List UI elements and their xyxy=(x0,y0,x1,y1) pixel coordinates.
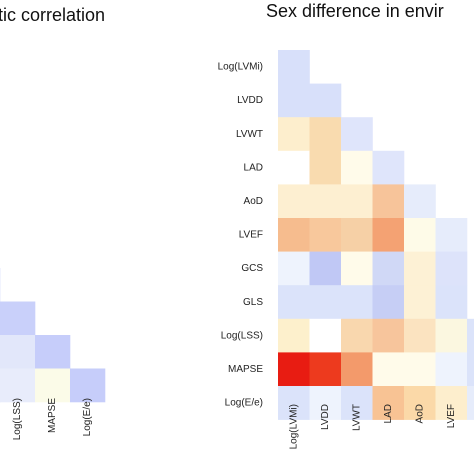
heatmap-cell-1-7-0 xyxy=(278,285,310,320)
heatmap-cell-1-8-0 xyxy=(278,318,310,353)
heatmap-cell-1-5-5 xyxy=(435,218,468,252)
heatmap-cell-1-6-5 xyxy=(435,251,468,286)
heatmap-cell-1-3-3 xyxy=(372,150,405,185)
heatmap-cell-1-7-5 xyxy=(435,285,468,320)
x-tick-label-1-2: LVWT xyxy=(351,404,362,431)
heatmap-cell-0-1-1 xyxy=(0,301,36,336)
heatmap-cell-1-4-1 xyxy=(309,184,342,219)
heatmap-cell-1-1-1 xyxy=(309,83,342,118)
heatmap-cell-1-6-0 xyxy=(278,251,310,286)
heatmap-cell-1-9-6 xyxy=(467,352,474,387)
heatmap-cell-1-10-3 xyxy=(372,386,405,420)
x-tick-label-1-1: LVDD xyxy=(320,404,331,430)
heatmap-cell-1-9-3 xyxy=(372,352,405,387)
heatmap-cell-1-2-1 xyxy=(309,117,342,152)
x-tick-label-0-1: MAPSE xyxy=(47,398,58,433)
heatmap-cell-1-4-3 xyxy=(372,184,405,219)
heatmap-cell-0-2-2 xyxy=(35,335,71,369)
right-y-tick-labels: Log(LVMi) LVDD LVWT LAD AoD LVEF GCS GLS Log(LSS… xyxy=(218,62,264,409)
heatmap-cell-1-6-1 xyxy=(309,251,342,286)
heatmap-cell-1-4-2 xyxy=(341,184,373,219)
heatmap-cell-1-10-4 xyxy=(404,386,436,420)
heatmap-cell-1-3-0 xyxy=(278,150,310,185)
heatmap-cell-1-3-2 xyxy=(341,150,373,185)
y-tick-label-1-2: LVWT xyxy=(236,129,263,140)
x-tick-label-1-3: LAD xyxy=(383,404,394,423)
y-tick-label-1-1: LVDD xyxy=(237,95,263,106)
x-tick-label-0-2: Log(E/e) xyxy=(82,398,93,436)
right-chart-title: Sex difference in envir xyxy=(266,1,444,21)
heatmap-cell-1-10-1 xyxy=(309,386,342,420)
heatmap-cell-1-8-2 xyxy=(341,318,373,353)
x-tick-label-1-0: Log(LVMi) xyxy=(288,404,299,449)
heatmap-cell-1-4-4 xyxy=(404,184,436,219)
heatmap-cell-1-7-3 xyxy=(372,285,405,320)
y-tick-label-1-5: LVEF xyxy=(239,230,263,241)
heatmap-cell-0-3-1 xyxy=(0,368,36,403)
heatmap-cell-1-8-4 xyxy=(404,318,436,353)
heatmap-cell-1-9-1 xyxy=(309,352,342,387)
heatmap-cell-1-9-0 xyxy=(278,352,310,387)
y-tick-label-1-3: LAD xyxy=(244,162,263,173)
heatmap-cell-1-3-1 xyxy=(309,150,342,185)
y-tick-label-1-9: MAPSE xyxy=(228,364,263,375)
x-tick-label-0-0: Log(LSS) xyxy=(12,398,23,440)
heatmap-cell-1-2-0 xyxy=(278,117,310,152)
heatmap-cell-1-2-2 xyxy=(341,117,373,152)
heatmap-cell-1-0-0 xyxy=(278,50,310,84)
left-chart-title: tic correlation xyxy=(0,5,105,25)
left-x-tick-labels: Log(LSS) MAPSE Log(E/e) xyxy=(12,398,93,441)
y-tick-label-1-6: GCS xyxy=(241,263,263,274)
heatmap-cell-1-5-3 xyxy=(372,218,405,252)
heatmap-cell-1-7-1 xyxy=(309,285,342,320)
heatmap-cell-1-6-4 xyxy=(404,251,436,286)
heatmap-cell-1-8-1 xyxy=(309,318,342,353)
heatmap-cell-1-8-5 xyxy=(435,318,468,353)
heatmap-cell-1-5-4 xyxy=(404,218,436,252)
heatmap-cell-1-5-2 xyxy=(341,218,373,252)
heatmap-cell-1-9-5 xyxy=(435,352,468,387)
heatmap-cell-1-7-4 xyxy=(404,285,436,320)
y-tick-label-1-4: AoD xyxy=(244,196,263,207)
heatmap-cell-1-7-2 xyxy=(341,285,373,320)
heatmap-cell-1-10-5 xyxy=(435,386,468,420)
y-tick-label-1-0: Log(LVMi) xyxy=(218,62,263,73)
heatmap-cell-1-9-4 xyxy=(404,352,436,387)
heatmap-cell-0-3-2 xyxy=(35,368,71,403)
y-tick-label-1-10: Log(E/e) xyxy=(225,398,263,409)
left-heatmap-cells xyxy=(0,268,106,403)
right-heatmap-cells xyxy=(278,50,474,420)
right-x-tick-labels: Log(LVMi) LVDD LVWT LAD AoD LVEF xyxy=(288,404,457,449)
heatmap-cell-1-6-3 xyxy=(372,251,405,286)
heatmap-cell-1-10-0 xyxy=(278,386,310,420)
heatmap-cell-1-8-3 xyxy=(372,318,405,353)
heatmap-cell-0-3-3 xyxy=(70,368,106,403)
heatmap-cell-1-8-6 xyxy=(467,318,474,353)
heatmap-cell-1-6-2 xyxy=(341,251,373,286)
heatmap-cell-1-9-2 xyxy=(341,352,373,387)
y-tick-label-1-7: GLS xyxy=(243,297,263,308)
heatmap-cell-1-4-0 xyxy=(278,184,310,219)
heatmap-cell-1-1-0 xyxy=(278,83,310,118)
y-tick-label-1-8: Log(LSS) xyxy=(221,330,263,341)
x-tick-label-1-5: LVEF xyxy=(446,404,457,428)
x-tick-label-1-4: AoD xyxy=(414,404,425,423)
heatmap-cell-1-10-6 xyxy=(467,386,474,420)
heatmap-cell-1-5-1 xyxy=(309,218,342,252)
heatmap-cell-1-5-0 xyxy=(278,218,310,252)
heatmap-cell-0-2-1 xyxy=(0,335,36,369)
heatmap-cell-1-10-2 xyxy=(341,386,373,420)
